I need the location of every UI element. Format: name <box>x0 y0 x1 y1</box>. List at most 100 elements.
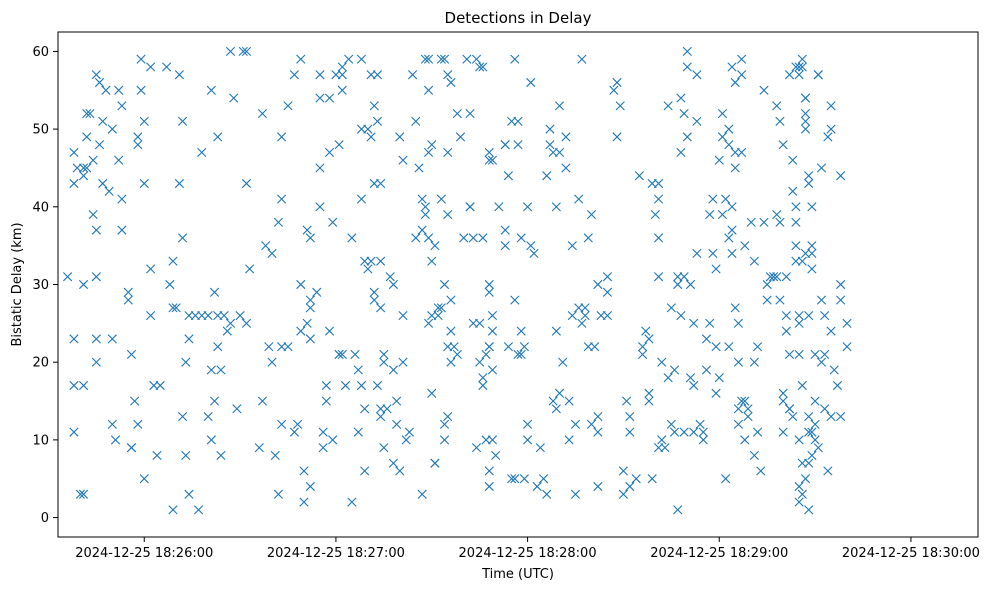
data-point <box>484 466 494 476</box>
data-point <box>98 116 108 126</box>
data-point <box>749 357 759 367</box>
data-point <box>331 70 341 80</box>
data-point <box>401 435 411 445</box>
data-point <box>238 46 248 57</box>
data-point <box>283 342 293 352</box>
data-point <box>663 373 673 383</box>
data-point <box>465 108 475 119</box>
data-point <box>807 427 817 437</box>
data-point <box>836 411 846 422</box>
data-point <box>388 458 399 468</box>
data-point <box>749 256 759 266</box>
data-point <box>423 147 434 158</box>
data-point <box>439 435 450 445</box>
data-point <box>836 279 846 290</box>
data-point <box>772 209 782 220</box>
data-point <box>794 349 804 360</box>
data-point <box>101 85 111 95</box>
data-point <box>407 70 418 80</box>
data-point <box>114 85 124 95</box>
data-point <box>676 147 686 158</box>
data-point <box>289 70 299 80</box>
data-point <box>577 54 587 64</box>
data-point <box>107 334 117 344</box>
data-point <box>836 295 846 305</box>
data-point <box>644 388 654 398</box>
data-point <box>507 116 517 126</box>
data-point <box>593 481 603 492</box>
data-point <box>778 140 788 150</box>
y-tick-label: 30 <box>32 278 49 293</box>
data-point <box>826 124 836 134</box>
data-point <box>615 101 625 111</box>
data-point <box>554 101 565 111</box>
data-point <box>487 155 498 165</box>
data-point <box>733 419 744 429</box>
data-point <box>98 178 108 189</box>
data-point <box>797 54 807 64</box>
data-point <box>717 108 728 119</box>
data-point <box>647 474 657 484</box>
data-point <box>784 349 795 360</box>
data-point <box>126 349 137 360</box>
y-axis-title: Bistatic Delay (km) <box>10 222 25 346</box>
data-point <box>139 474 149 484</box>
data-point <box>369 178 379 189</box>
data-point <box>778 388 788 398</box>
data-point <box>241 318 252 328</box>
data-point <box>305 233 315 243</box>
data-point <box>762 295 772 305</box>
data-point <box>797 62 807 72</box>
data-point <box>340 380 351 391</box>
data-point <box>69 147 79 158</box>
data-point <box>522 435 533 445</box>
data-point <box>701 365 712 375</box>
data-point <box>475 357 485 367</box>
data-point <box>743 411 753 422</box>
data-point <box>75 489 85 499</box>
data-point <box>107 124 117 134</box>
data-point <box>136 85 146 95</box>
data-point <box>574 194 584 204</box>
data-point <box>711 388 721 398</box>
data-point <box>564 435 574 445</box>
data-point <box>107 419 117 429</box>
data-point <box>752 427 763 437</box>
data-point <box>510 54 520 64</box>
data-point <box>836 171 846 181</box>
data-point <box>277 132 287 142</box>
data-point <box>356 194 367 204</box>
data-point <box>724 342 734 352</box>
data-point <box>797 380 807 391</box>
data-point <box>717 209 728 220</box>
data-point <box>807 248 817 259</box>
data-point <box>328 435 338 445</box>
data-point <box>526 241 536 251</box>
data-point <box>222 326 232 336</box>
data-point <box>602 310 613 321</box>
data-point <box>666 419 676 429</box>
data-point <box>484 155 494 165</box>
data-point <box>804 178 814 189</box>
data-point <box>794 435 804 445</box>
data-point <box>417 489 427 499</box>
data-point <box>724 124 734 134</box>
data-point <box>647 178 657 189</box>
data-point <box>810 435 820 445</box>
data-point <box>823 132 833 142</box>
data-point <box>685 373 696 383</box>
data-point <box>117 101 127 111</box>
data-point <box>519 474 529 484</box>
data-point <box>446 357 456 367</box>
data-point <box>583 233 593 243</box>
data-point <box>692 70 702 80</box>
data-point <box>481 435 491 445</box>
data-point <box>810 349 820 360</box>
data-point <box>302 225 312 235</box>
data-point <box>714 155 724 165</box>
data-point <box>698 435 708 445</box>
data-point <box>219 310 229 321</box>
data-point <box>784 70 795 80</box>
data-point <box>784 404 795 414</box>
